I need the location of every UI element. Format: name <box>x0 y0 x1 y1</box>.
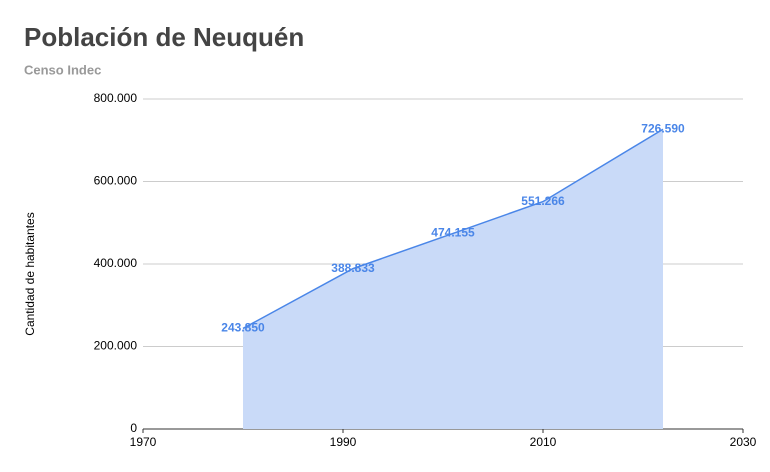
y-axis-label: Cantidad de habitantes <box>23 212 37 335</box>
chart-title: Población de Neuquén <box>24 22 304 52</box>
x-tick-label: 2030 <box>730 435 757 449</box>
y-tick-label: 400.000 <box>94 256 138 270</box>
y-tick-label: 600.000 <box>94 174 138 188</box>
line <box>242 128 664 330</box>
value-label: 474.155 <box>431 226 475 240</box>
chart-subtitle: Censo Indec <box>24 62 101 77</box>
y-tick-label: 0 <box>130 421 137 435</box>
y-tick-label: 800.000 <box>94 91 138 105</box>
area <box>243 129 663 430</box>
x-tick-label: 1990 <box>330 435 357 449</box>
value-label: 243.850 <box>221 321 265 335</box>
x-tick-label: 2010 <box>530 435 557 449</box>
value-label: 726.590 <box>641 121 685 135</box>
value-label: 551.266 <box>521 194 565 208</box>
y-tick-label: 200.000 <box>94 339 138 353</box>
x-tick-label: 1970 <box>130 435 157 449</box>
value-label: 388.833 <box>331 261 375 275</box>
